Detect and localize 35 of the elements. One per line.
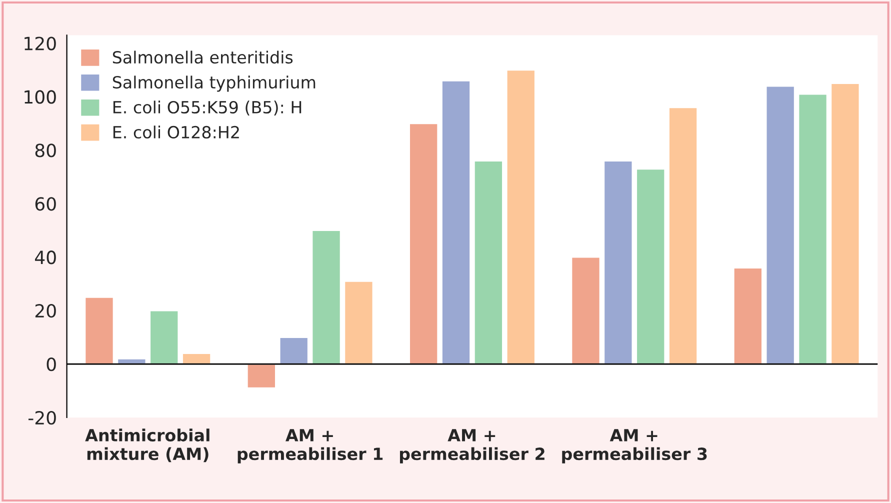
- bar: [408, 122, 439, 365]
- bar: [830, 82, 860, 365]
- y-tick-label: 20: [35, 304, 56, 318]
- bar: [798, 93, 828, 365]
- legend-label: E. coli O128:H2: [113, 126, 239, 139]
- bar: [344, 280, 374, 365]
- bar: [84, 296, 114, 365]
- bar: [182, 352, 212, 365]
- y-tick-label: -20: [28, 410, 56, 425]
- bar: [246, 363, 276, 389]
- y-tick-label: 100: [24, 90, 56, 104]
- bar: [441, 80, 471, 365]
- x-tick-label: AM + permeabiliser 1: [238, 429, 383, 464]
- y-tick-label: 40: [35, 250, 56, 264]
- legend-label: Salmonella typhimurium: [112, 76, 316, 92]
- y-tick-label: 60: [35, 197, 56, 211]
- bar: [506, 69, 536, 365]
- x-tick-label: AM + permeabiliser 2: [400, 429, 544, 464]
- bar: [473, 160, 504, 365]
- bar: [636, 168, 666, 365]
- bar: [603, 160, 634, 365]
- legend-label: Salmonella enteritidis: [112, 50, 293, 64]
- bar: [311, 230, 342, 365]
- bar: [570, 256, 601, 365]
- x-tick-label: Antimicrobial mixture (AM): [85, 428, 210, 462]
- bar: [765, 85, 796, 365]
- bar: [732, 267, 763, 365]
- bar: [278, 336, 309, 365]
- bar: [149, 310, 180, 365]
- y-tick-label: 120: [24, 36, 56, 50]
- y-tick-label: 80: [35, 144, 56, 158]
- x-tick-label: AM + permeabiliser 3: [562, 429, 707, 464]
- legend-label: E. coli O55:K59 (B5): H: [113, 100, 302, 116]
- bar: [668, 106, 698, 365]
- y-tick-label: 0: [46, 357, 56, 372]
